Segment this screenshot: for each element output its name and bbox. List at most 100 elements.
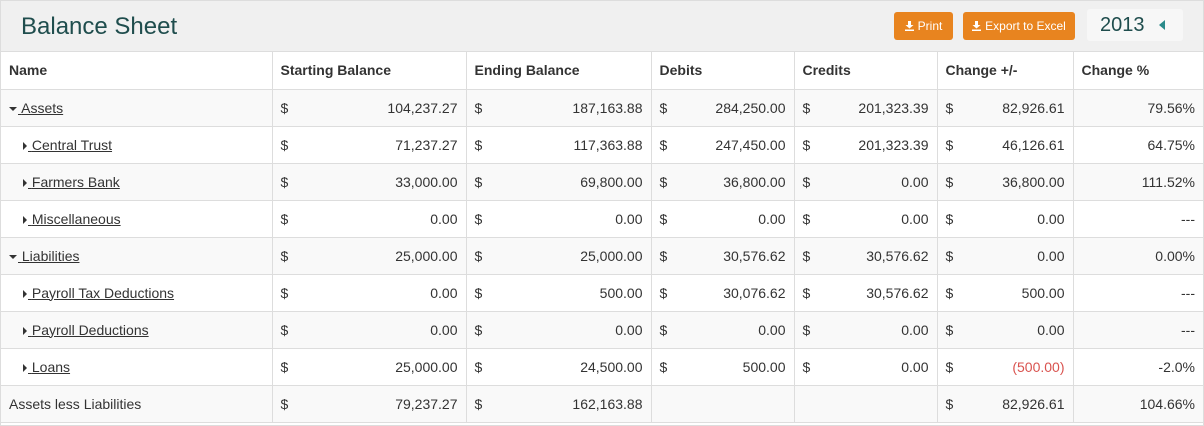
negative-value: (500.00) [1012,358,1065,375]
ending-balance-cell: $25,000.00 [466,237,652,275]
table-row: Payroll Deductions $0.00 $0.00 $0.00 $0.… [1,311,1203,349]
caret-right-icon[interactable] [23,289,27,298]
change-percent-cell: 79.56% [1073,89,1203,127]
change-percent-cell: --- [1073,274,1203,312]
caret-right-icon[interactable] [23,363,27,372]
table-row: Miscellaneous $0.00 $0.00 $0.00 $0.00 $0… [1,200,1203,238]
credits-cell: $201,323.39 [794,126,938,164]
table-row: Central Trust $71,237.27 $117,363.88 $24… [1,126,1203,164]
print-label: Print [917,19,943,33]
row-name-cell[interactable]: Payroll Tax Deductions [1,274,273,312]
debits-cell: $36,800.00 [651,163,795,201]
table-row: Farmers Bank $33,000.00 $69,800.00 $36,8… [1,163,1203,201]
caret-right-icon[interactable] [23,141,27,150]
change-amount-cell: $46,126.61 [937,126,1074,164]
credits-cell: $30,576.62 [794,274,938,312]
ending-balance-cell: $500.00 [466,274,652,312]
caret-right-icon[interactable] [23,215,27,224]
ending-balance-cell: $69,800.00 [466,163,652,201]
column-header-name[interactable]: Name [1,52,273,90]
debits-cell: $500.00 [651,348,795,386]
credits-cell: $201,323.39 [794,89,938,127]
download-icon [972,21,982,31]
credits-cell: $0.00 [794,311,938,349]
row-name-link[interactable]: Loans [23,359,70,375]
summary-name-cell: Assets less Liabilities [1,385,273,423]
ending-balance-cell: $0.00 [466,200,652,238]
table-row: Liabilities $25,000.00 $25,000.00 $30,57… [1,237,1203,275]
change-amount-cell: $ (500.00) [937,348,1074,386]
row-name-cell[interactable]: Assets [1,89,273,127]
column-header-credits[interactable]: Credits [794,52,938,90]
debits-cell-empty [651,385,795,423]
row-name-link[interactable]: Liabilities [9,248,79,264]
table-row: Assets $104,237.27 $187,163.88 $284,250.… [1,89,1203,127]
caret-down-icon[interactable] [9,106,17,111]
change-percent-cell: -2.0% [1073,348,1203,386]
table-header-row: Name Starting Balance Ending Balance Deb… [1,52,1203,90]
change-percent-cell: --- [1073,311,1203,349]
starting-balance-cell: $0.00 [272,200,467,238]
starting-balance-cell: $79,237.27 [272,385,467,423]
previous-year-arrow-icon[interactable] [1158,20,1165,30]
ending-balance-cell: $24,500.00 [466,348,652,386]
row-name-cell[interactable]: Central Trust [1,126,273,164]
debits-cell: $30,576.62 [651,237,795,275]
page-title: Balance Sheet [21,13,178,40]
starting-balance-cell: $25,000.00 [272,348,467,386]
change-percent-cell: 64.75% [1073,126,1203,164]
row-name-link[interactable]: Central Trust [23,137,112,153]
export-excel-button[interactable]: Export to Excel [963,12,1075,40]
row-name-cell[interactable]: Liabilities [1,237,273,275]
row-name-link[interactable]: Farmers Bank [23,174,120,190]
debits-cell: $0.00 [651,311,795,349]
change-amount-cell: $500.00 [937,274,1074,312]
row-name-cell[interactable]: Payroll Deductions [1,311,273,349]
credits-cell: $0.00 [794,348,938,386]
row-name-link[interactable]: Miscellaneous [23,211,121,227]
export-label: Export to Excel [985,19,1066,33]
ending-balance-cell: $0.00 [466,311,652,349]
change-amount-cell: $82,926.61 [937,89,1074,127]
row-name-link[interactable]: Payroll Deductions [23,322,149,338]
ending-balance-cell: $117,363.88 [466,126,652,164]
change-amount-cell: $0.00 [937,200,1074,238]
row-name-cell[interactable]: Farmers Bank [1,163,273,201]
credits-cell: $0.00 [794,163,938,201]
debits-cell: $247,450.00 [651,126,795,164]
column-header-debits[interactable]: Debits [651,52,795,90]
starting-balance-cell: $25,000.00 [272,237,467,275]
ending-balance-cell: $187,163.88 [466,89,652,127]
ending-balance-cell: $162,163.88 [466,385,652,423]
summary-row: Assets less Liabilities $79,237.27 $162,… [1,385,1203,423]
starting-balance-cell: $33,000.00 [272,163,467,201]
row-name-cell[interactable]: Loans [1,348,273,386]
change-percent-cell: 111.52% [1073,163,1203,201]
row-name-link[interactable]: Assets [9,100,63,116]
print-button[interactable]: Print [894,12,953,40]
caret-down-icon[interactable] [9,254,17,259]
column-header-change-amount[interactable]: Change +/- [937,52,1074,90]
table-row: Loans $25,000.00 $24,500.00 $500.00 $0.0… [1,348,1203,386]
balance-table: Name Starting Balance Ending Balance Deb… [1,52,1203,423]
year-selector[interactable]: 2013 [1087,9,1183,41]
panel-header: Balance Sheet Print Export to Excel 2013 [1,1,1203,52]
row-name-cell[interactable]: Miscellaneous [1,200,273,238]
debits-cell: $30,076.62 [651,274,795,312]
column-header-ending-balance[interactable]: Ending Balance [466,52,652,90]
starting-balance-cell: $0.00 [272,274,467,312]
debits-cell: $0.00 [651,200,795,238]
caret-right-icon[interactable] [23,178,27,187]
starting-balance-cell: $71,237.27 [272,126,467,164]
change-percent-cell: 104.66% [1073,385,1203,423]
year-value: 2013 [1100,13,1145,36]
change-amount-cell: $0.00 [937,311,1074,349]
change-percent-cell: --- [1073,200,1203,238]
credits-cell: $0.00 [794,200,938,238]
row-name-link[interactable]: Payroll Tax Deductions [23,285,174,301]
starting-balance-cell: $0.00 [272,311,467,349]
column-header-starting-balance[interactable]: Starting Balance [272,52,467,90]
column-header-change-percent[interactable]: Change % [1073,52,1203,90]
caret-right-icon[interactable] [23,326,27,335]
